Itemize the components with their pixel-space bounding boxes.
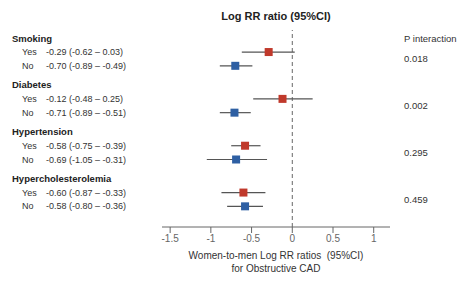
svg-text:No: No: [22, 155, 34, 165]
svg-text:Hypercholesterolemia: Hypercholesterolemia: [12, 173, 112, 184]
svg-text:1: 1: [371, 233, 377, 244]
svg-text:Yes: Yes: [22, 188, 37, 198]
svg-text:No: No: [22, 61, 34, 71]
svg-text:Yes: Yes: [22, 141, 37, 151]
svg-text:0.5: 0.5: [326, 233, 340, 244]
svg-text:-0.71 (-0.89 – -0.51): -0.71 (-0.89 – -0.51): [46, 108, 126, 118]
html-text:Women-to-men Log RR ratios (95: Women-to-men Log RR ratios (95%CI): [188, 250, 364, 261]
svg-text:0.459: 0.459: [404, 194, 428, 205]
svg-text:P interaction: P interaction: [404, 33, 457, 44]
svg-text:Smoking: Smoking: [12, 33, 52, 44]
svg-text:-0.5: -0.5: [243, 233, 261, 244]
svg-text:Hypertension: Hypertension: [12, 126, 73, 137]
svg-text:-0.70 (-0.89 – -0.49): -0.70 (-0.89 – -0.49): [46, 61, 126, 71]
svg-text:Yes: Yes: [22, 94, 37, 104]
html-text:for Obstructive CAD: for Obstructive CAD: [231, 263, 321, 274]
svg-text:-0.29 (-0.62 – 0.03): -0.29 (-0.62 – 0.03): [46, 47, 123, 57]
svg-text:-1.5: -1.5: [162, 233, 180, 244]
svg-text:-0.12 (-0.48 – 0.25): -0.12 (-0.48 – 0.25): [46, 94, 123, 104]
svg-text:-0.69 (-1.05 – -0.31): -0.69 (-1.05 – -0.31): [46, 155, 126, 165]
svg-text:0.295: 0.295: [404, 147, 428, 158]
svg-text:No: No: [22, 201, 34, 211]
svg-text:Diabetes: Diabetes: [12, 79, 52, 90]
html-text:Log RR ratio (95%CI): Log RR ratio (95%CI): [221, 10, 331, 22]
svg-text:-0.58 (-0.80 – -0.36): -0.58 (-0.80 – -0.36): [46, 201, 126, 211]
svg-text:-1: -1: [206, 233, 215, 244]
svg-text:Yes: Yes: [22, 47, 37, 57]
svg-text:-0.58 (-0.75 – -0.39): -0.58 (-0.75 – -0.39): [46, 141, 126, 151]
svg-text:0.018: 0.018: [404, 53, 428, 64]
svg-text:0: 0: [290, 233, 296, 244]
svg-text:No: No: [22, 108, 34, 118]
svg-text:0.002: 0.002: [404, 100, 428, 111]
svg-text:-0.60 (-0.87 – -0.33): -0.60 (-0.87 – -0.33): [46, 188, 126, 198]
